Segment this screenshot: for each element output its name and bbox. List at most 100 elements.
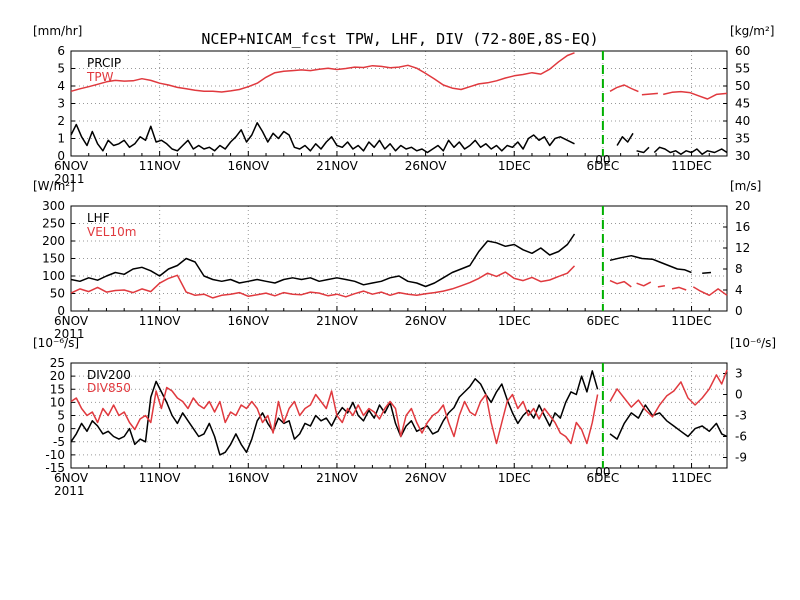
x-tick-label: 6NOV: [54, 471, 89, 485]
y-tick-label-left: 20: [50, 369, 65, 383]
marker-label: 00: [595, 153, 610, 167]
y-tick-label-left: 300: [42, 199, 65, 213]
x-tick-label: 1DEC: [498, 471, 531, 485]
y-tick-label-right: 4: [735, 283, 743, 297]
marker-label: 00: [595, 465, 610, 479]
y-tick-label-right: 30: [735, 149, 750, 163]
y-tick-label-left: 0: [57, 304, 65, 318]
series-lhf-line: [702, 271, 712, 274]
year-label: 2011: [54, 327, 85, 341]
y-tick-label-left: 0: [57, 422, 65, 436]
series-prcip-line: [616, 132, 634, 146]
x-tick-label: 1DEC: [498, 159, 531, 173]
y-tick-label-left: 250: [42, 217, 65, 231]
legend-div850: DIV850: [87, 381, 131, 395]
y-tick-label-right: 20: [735, 199, 750, 213]
chart-title: NCEP+NICAM_fcst TPW, LHF, DIV (72-80E,8S…: [201, 30, 598, 48]
y-tick-label-left: 150: [42, 252, 65, 266]
y-tick-label-left: 4: [57, 79, 65, 93]
x-tick-label: 6NOV: [54, 314, 89, 328]
y-tick-label-left: 15: [50, 382, 65, 396]
x-tick-label: 21NOV: [316, 314, 358, 328]
series-prcip-line: [653, 146, 728, 156]
x-tick-label: 11NOV: [139, 471, 181, 485]
x-tick-label: 21NOV: [316, 159, 358, 173]
x-tick-label: 21NOV: [316, 471, 358, 485]
x-tick-label: 11DEC: [671, 159, 711, 173]
y-tick-label-left: 2: [57, 114, 65, 128]
legend-prcip: PRCIP: [87, 56, 121, 70]
y-tick-label-right: 45: [735, 97, 750, 111]
series-tpw-line: [609, 84, 639, 93]
y-tick-label-right: -3: [735, 409, 747, 423]
y-tick-label-right: 0: [735, 388, 743, 402]
series-vel10m-line: [671, 286, 687, 291]
x-tick-label: 26NOV: [405, 471, 447, 485]
right-axis-unit: [m/s]: [730, 179, 761, 193]
y-tick-label-left: -15: [45, 461, 65, 475]
left-axis-unit: [10⁻⁶/s]: [33, 336, 79, 350]
x-tick-label: 11NOV: [139, 159, 181, 173]
series-vel10m-line: [70, 265, 576, 299]
x-tick-label: 6DEC: [586, 159, 619, 173]
x-tick-label: 11NOV: [139, 314, 181, 328]
x-tick-label: 26NOV: [405, 159, 447, 173]
y-tick-label-right: 8: [735, 262, 743, 276]
legend-vel10m: VEL10m: [87, 225, 136, 239]
legend-tpw: TPW: [86, 70, 114, 84]
year-label: 2011: [54, 484, 85, 498]
y-tick-label-right: 50: [735, 79, 750, 93]
series-prcip-line: [70, 122, 575, 154]
y-tick-label-right: 12: [735, 241, 750, 255]
y-tick-label-left: 50: [50, 287, 65, 301]
y-tick-label-left: 6: [57, 44, 65, 58]
panel-div: 6NOV 11NOV 16NOV 21NOV 26NOV 1DEC 6DEC 11DEC201…: [33, 336, 776, 498]
y-tick-label-right: 35: [735, 132, 750, 146]
series-tpw-line: [70, 52, 575, 93]
panel-precip-tpw: 6NOV 11NOV 16NOV 21NOV 26NOV 1DEC 6DEC 11DEC201…: [33, 24, 774, 186]
y-tick-label-right: 60: [735, 44, 750, 58]
left-axis-unit: [W/m²]: [33, 179, 75, 193]
left-axis-unit: [mm/hr]: [33, 24, 82, 38]
legend-div200: DIV200: [87, 368, 131, 382]
y-tick-label-left: 0: [57, 149, 65, 163]
y-tick-label-left: 5: [57, 62, 65, 76]
year-label: 2011: [54, 172, 85, 186]
x-tick-label: 6NOV: [54, 159, 89, 173]
y-tick-label-left: 10: [50, 395, 65, 409]
series-vel10m-line: [609, 279, 632, 288]
right-axis-unit: [10⁻⁶/s]: [730, 336, 776, 350]
y-tick-label-right: 16: [735, 220, 750, 234]
y-tick-label-left: -5: [53, 435, 65, 449]
x-tick-label: 11DEC: [671, 471, 711, 485]
series-tpw-line: [663, 90, 728, 100]
x-tick-label: 6DEC: [586, 314, 619, 328]
y-tick-label-left: 3: [57, 97, 65, 111]
y-tick-label-right: -6: [735, 430, 747, 444]
series-lhf-line: [609, 254, 692, 274]
panel-lhf-vel10m: 6NOV 11NOV 16NOV 21NOV 26NOV 1DEC 6DEC 11DEC201…: [33, 179, 761, 341]
y-tick-label-right: 0: [735, 304, 743, 318]
y-tick-label-right: -9: [735, 451, 747, 465]
y-tick-label-right: 55: [735, 62, 750, 76]
series-vel10m-line: [692, 286, 728, 297]
series-vel10m-line: [636, 281, 652, 287]
x-tick-label: 16NOV: [227, 314, 269, 328]
series-tpw-line: [641, 92, 658, 96]
series-prcip-line: [636, 146, 650, 154]
series-div200-line: [609, 404, 728, 440]
y-tick-label-right: 40: [735, 114, 750, 128]
x-tick-label: 6DEC: [586, 471, 619, 485]
y-tick-label-left: 1: [57, 132, 65, 146]
x-tick-label: 11DEC: [671, 314, 711, 328]
x-tick-label: 1DEC: [498, 314, 531, 328]
y-tick-label-left: 25: [50, 356, 65, 370]
series-lhf-line: [70, 233, 576, 288]
y-tick-label-left: 200: [42, 234, 65, 248]
y-tick-label-right: 3: [735, 367, 743, 381]
right-axis-unit: [kg/m²]: [730, 24, 774, 38]
x-tick-label: 26NOV: [405, 314, 447, 328]
y-tick-label-left: 5: [57, 409, 65, 423]
series-div850-line: [70, 386, 599, 445]
